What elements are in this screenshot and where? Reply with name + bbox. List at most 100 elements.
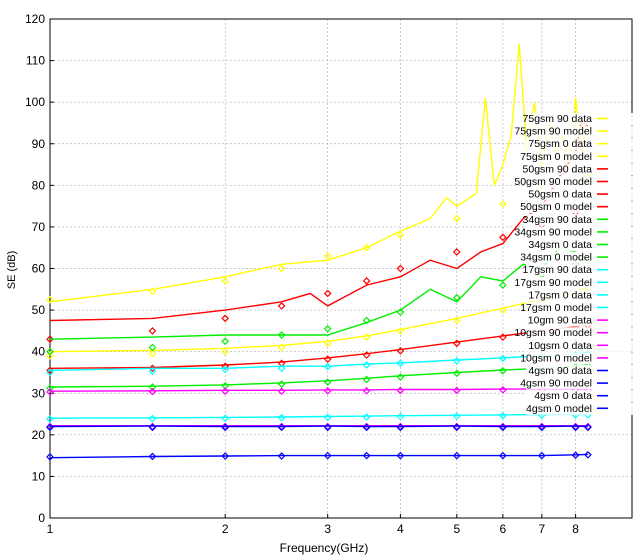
- y-tick-label: 100: [25, 95, 45, 109]
- data-point: [396, 231, 405, 240]
- series: [46, 285, 592, 360]
- y-axis: 0 10 20 30 40 50 60 70 80 90 100 110 120: [25, 12, 54, 525]
- legend-label: 10gsm 0 data: [528, 340, 592, 352]
- data-point: [362, 451, 371, 460]
- data-point: [396, 451, 405, 460]
- x-tick-label: 6: [500, 522, 507, 536]
- legend-bg: [526, 125, 634, 138]
- y-tick-label: 60: [32, 262, 46, 276]
- data-point: [46, 368, 54, 377]
- data-point: [323, 355, 332, 364]
- series-layer: [46, 43, 592, 461]
- data-point: [277, 423, 286, 432]
- series: [46, 423, 592, 432]
- series: [46, 361, 592, 393]
- data-point: [584, 450, 592, 459]
- data-point: [452, 248, 461, 256]
- legend-label: 50gsm 0 data: [528, 189, 592, 201]
- y-tick-label: 10: [32, 469, 46, 483]
- y-tick-label: 70: [32, 220, 46, 234]
- data-point: [46, 415, 54, 423]
- legend-bg: [526, 138, 634, 151]
- data-point: [499, 281, 507, 289]
- data-point: [452, 412, 461, 420]
- data-point: [396, 373, 405, 381]
- series-line: [49, 388, 588, 392]
- legend-bg: [526, 201, 634, 214]
- data-point: [499, 354, 507, 363]
- series-line: [49, 413, 588, 419]
- x-tick-label: 7: [539, 522, 546, 536]
- data-point: [362, 277, 371, 285]
- data-point: [277, 264, 286, 273]
- legend-bg: [526, 339, 634, 352]
- data-point: [148, 327, 157, 335]
- data-point: [362, 351, 371, 359]
- legend-label: 4gsm 90 model: [520, 378, 592, 390]
- legend-label: 50gsm 90 data: [523, 163, 593, 175]
- data-point: [323, 413, 332, 422]
- legend-label: 50gsm 90 model: [514, 176, 592, 188]
- legend-bg: [526, 150, 634, 163]
- data-point: [452, 423, 461, 432]
- data-point: [221, 337, 230, 346]
- data-point: [396, 423, 405, 432]
- legend-bg: [526, 251, 634, 264]
- legend-bg: [526, 377, 634, 390]
- legend-bg: [526, 365, 634, 377]
- data-point: [396, 346, 405, 355]
- data-point: [148, 349, 157, 358]
- data-point: [277, 452, 286, 460]
- series: [46, 411, 592, 423]
- data-point: [323, 289, 332, 298]
- data-point: [277, 302, 286, 310]
- data-point: [323, 362, 332, 371]
- data-point: [584, 423, 592, 432]
- data-point: [221, 423, 230, 432]
- data-point: [46, 347, 54, 356]
- legend-label: 34gsm 90 data: [523, 214, 593, 226]
- data-point: [46, 423, 54, 432]
- data-point: [396, 412, 405, 421]
- data-point: [499, 386, 507, 394]
- data-point: [323, 378, 332, 386]
- legend-bg: [526, 188, 634, 201]
- data-point: [452, 369, 461, 378]
- legend-label: 4gsm 0 model: [526, 403, 592, 415]
- data-point: [452, 339, 461, 348]
- legend-bg: [526, 113, 634, 125]
- data-point: [323, 451, 332, 460]
- data-point: [323, 324, 332, 333]
- data-point: [46, 351, 54, 360]
- data-point: [148, 423, 157, 432]
- legend-label: 17gsm 0 data: [528, 289, 592, 301]
- data-point: [221, 387, 230, 396]
- data-point: [277, 387, 286, 396]
- data-point: [148, 287, 157, 296]
- x-axis: 1 2 3 4 5 6 7 8: [47, 514, 579, 536]
- x-tick-label: 4: [397, 522, 404, 536]
- legend-bg: [526, 352, 634, 365]
- legend-label: 75gsm 90 data: [523, 113, 593, 125]
- legend-bg: [526, 226, 634, 239]
- legend-label: 17gsm 90 model: [514, 277, 592, 289]
- data-point: [323, 252, 332, 260]
- series: [49, 453, 588, 459]
- data-point: [277, 331, 286, 339]
- legend-bg: [526, 390, 634, 403]
- data-point: [452, 293, 461, 302]
- data-point: [46, 366, 54, 375]
- data-point: [537, 423, 546, 432]
- data-point: [323, 386, 332, 395]
- legend-label: 10gsm 0 model: [520, 352, 592, 364]
- data-point: [452, 386, 461, 395]
- data-point: [148, 414, 157, 423]
- series-line: [49, 323, 589, 369]
- legend-label: 34gsm 0 model: [520, 252, 592, 264]
- data-point: [499, 411, 507, 420]
- series: [49, 388, 588, 392]
- legend-label: 10gsm 90 model: [514, 327, 592, 339]
- data-point: [537, 451, 546, 460]
